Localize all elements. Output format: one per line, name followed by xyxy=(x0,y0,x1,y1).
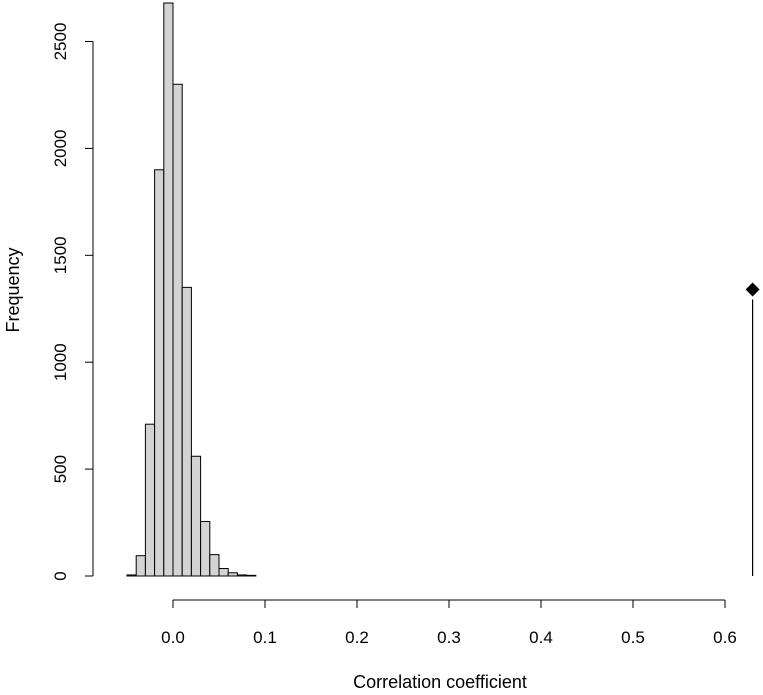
y-axis: 0 500 1000 1500 2000 2500 xyxy=(51,23,94,581)
y-axis-title: Frequency xyxy=(3,247,23,332)
histogram-bar xyxy=(200,520,211,577)
histogram-bar xyxy=(126,574,137,577)
histogram-bar xyxy=(236,574,248,577)
observed-value-marker xyxy=(745,282,760,576)
x-tick-label: 0.5 xyxy=(621,628,645,647)
histogram-bars xyxy=(126,2,257,577)
histogram-bar xyxy=(172,83,183,577)
x-tick-label: 0.6 xyxy=(713,628,737,647)
x-tick-label: 0.0 xyxy=(161,628,185,647)
y-tick-label: 2000 xyxy=(51,129,70,167)
y-tick-label: 1500 xyxy=(51,236,70,274)
histogram-bar xyxy=(154,169,165,577)
y-tick-label: 500 xyxy=(51,455,70,483)
histogram-bar xyxy=(135,555,146,577)
observed-value-diamond xyxy=(745,282,760,297)
x-tick-label: 0.2 xyxy=(345,628,369,647)
histogram-bar xyxy=(246,574,257,577)
histogram-bar xyxy=(163,2,174,577)
histogram-bar xyxy=(181,286,192,577)
y-tick-label: 2500 xyxy=(51,23,70,61)
x-axis-title: Correlation coefficient xyxy=(353,672,527,692)
histogram-bar xyxy=(144,423,156,577)
x-axis: 0.0 0.1 0.2 0.3 0.4 0.5 0.6 xyxy=(161,599,737,647)
histogram-bar xyxy=(227,572,238,577)
histogram-bar xyxy=(218,568,229,577)
x-tick-label: 0.3 xyxy=(437,628,461,647)
y-tick-label: 0 xyxy=(51,571,70,580)
x-tick-label: 0.4 xyxy=(529,628,553,647)
histogram-bar xyxy=(209,554,220,577)
x-tick-label: 0.1 xyxy=(253,628,277,647)
histogram-bar xyxy=(190,455,202,577)
y-tick-label: 1000 xyxy=(51,343,70,381)
